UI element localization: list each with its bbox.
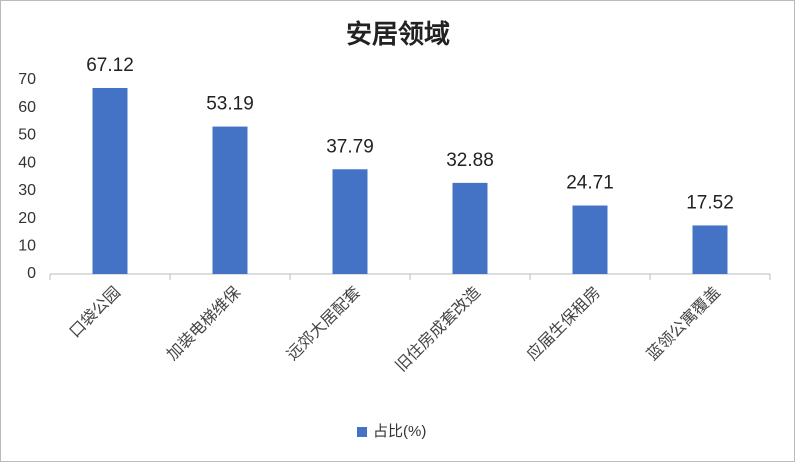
y-tick-label: 70 (18, 71, 36, 88)
bar (212, 126, 248, 275)
bar (452, 182, 488, 274)
chart-title: 安居领域 (346, 19, 450, 50)
y-tick-label: 20 (18, 210, 36, 227)
legend-label: 占比(%) (373, 423, 426, 440)
data-label: 53.19 (206, 94, 254, 115)
bar (332, 169, 368, 274)
y-tick-label: 60 (18, 99, 36, 116)
data-label: 32.88 (446, 150, 494, 171)
data-label: 37.79 (326, 136, 374, 157)
y-tick-label: 10 (18, 238, 36, 255)
bar (572, 205, 608, 274)
data-label: 24.71 (566, 173, 614, 194)
bar (92, 87, 128, 274)
y-tick-label: 0 (27, 265, 36, 282)
data-label: 67.12 (86, 55, 134, 76)
data-label: 17.52 (686, 192, 734, 213)
bar (692, 225, 728, 274)
y-tick-label: 50 (18, 127, 36, 144)
legend-swatch (357, 427, 367, 437)
y-tick-label: 40 (18, 154, 36, 171)
y-tick-label: 30 (18, 182, 36, 199)
